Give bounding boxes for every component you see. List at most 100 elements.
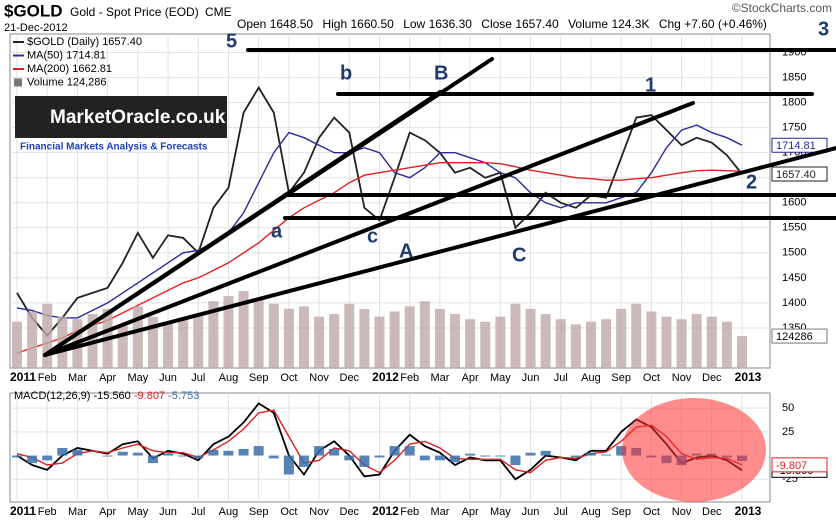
value: 124.3K — [611, 17, 649, 31]
histogram-bar — [268, 455, 279, 459]
volume-bar — [661, 316, 672, 368]
histogram-bar — [57, 447, 68, 456]
x-tick-label: Mar — [68, 506, 87, 518]
x-tick-label: May — [127, 372, 148, 384]
volume-bar — [495, 316, 506, 368]
wave-label: 1 — [645, 74, 656, 96]
label: Volume — [568, 17, 608, 31]
value: 1648.50 — [270, 17, 314, 31]
volume-bar — [465, 319, 476, 368]
histogram-bar — [616, 446, 627, 456]
volume-bar — [389, 311, 400, 368]
volume-bar — [238, 290, 249, 368]
volume-bar — [737, 336, 747, 368]
x-tick-label: Feb — [400, 506, 419, 518]
histogram-bar — [27, 455, 38, 464]
x-tick-label: Dec — [702, 372, 722, 384]
x-tick-label: Apr — [99, 372, 116, 384]
histogram-bar — [601, 454, 612, 456]
histogram-bar — [178, 455, 189, 457]
y-tick-label: 1400 — [782, 297, 806, 309]
x-tick-label: Jun — [522, 372, 540, 384]
exchange: CME — [205, 5, 232, 19]
volume-bar — [147, 316, 158, 368]
volume-bar — [404, 306, 415, 368]
legend-value: 1714.81 — [66, 49, 106, 61]
wave-label: b — [340, 62, 352, 84]
x-tick-label: Oct — [280, 372, 297, 384]
legend-entry: Volume 124,286 — [27, 76, 107, 88]
x-tick-label: Oct — [280, 506, 297, 518]
x-tick-label: 2011 — [10, 370, 36, 384]
volume-bar — [344, 303, 355, 368]
histogram-bar — [540, 450, 551, 456]
volume-bar — [329, 314, 340, 368]
volume-bar — [676, 319, 687, 368]
histogram-bar — [450, 455, 461, 463]
value-tag-label: 124286 — [776, 331, 813, 343]
legend-value: 124,286 — [67, 76, 107, 88]
histogram-bar — [163, 453, 174, 456]
x-tick-label: Nov — [672, 372, 692, 384]
x-tick-label: 2013 — [735, 504, 762, 518]
wave-label: B — [434, 62, 448, 84]
legend-value: -9.807 — [134, 390, 165, 402]
histogram-bar — [525, 452, 536, 456]
volume-bar — [450, 314, 461, 368]
x-tick-label: Apr — [462, 372, 479, 384]
x-tick-label: Feb — [38, 372, 57, 384]
x-tick-label: Nov — [309, 506, 329, 518]
volume-bar — [616, 308, 627, 368]
volume-bar — [585, 321, 596, 368]
wave-label: 3 — [818, 18, 829, 40]
y-tick-label: 1800 — [782, 97, 806, 109]
x-tick-label: Mar — [68, 372, 87, 384]
value-tag-label: 1714.81 — [776, 140, 816, 152]
x-tick-label: Nov — [672, 506, 692, 518]
x-tick-label: 2012 — [372, 370, 399, 384]
histogram-bar — [117, 451, 128, 456]
logo-title: MarketOracle.co.uk — [50, 107, 226, 128]
x-tick-label: Jul — [554, 506, 568, 518]
y-tick-label: 1500 — [782, 247, 806, 259]
x-tick-label: Sep — [249, 506, 269, 518]
x-tick-label: Feb — [38, 506, 57, 518]
legend-name: MA(50) — [27, 49, 63, 61]
volume-bar — [480, 321, 491, 368]
volume-bar — [601, 319, 612, 368]
trend-line — [43, 146, 836, 357]
series-line — [16, 409, 743, 474]
wave-label: a — [271, 220, 283, 242]
volume-bar — [298, 306, 309, 368]
value-tag — [771, 457, 828, 473]
macd-frame — [9, 392, 771, 503]
histogram-bar — [253, 446, 264, 456]
volume-bar — [434, 308, 445, 368]
histogram-bar — [419, 455, 430, 461]
histogram-bar — [193, 455, 204, 459]
volume-bar — [706, 316, 717, 368]
x-tick-label: Dec — [702, 506, 722, 518]
symbol: $GOLD — [4, 1, 63, 20]
histogram-bar — [238, 448, 249, 456]
wave-label: 2 — [746, 171, 757, 193]
wave-label: 5 — [226, 30, 237, 52]
label: Low — [403, 17, 425, 31]
legend-name: $GOLD (Daily) — [27, 36, 99, 48]
legend-value: -15.560 — [93, 390, 130, 402]
volume-bar — [540, 314, 551, 368]
histogram-bar — [42, 455, 53, 461]
histogram-bar — [147, 455, 158, 464]
histogram-bar — [223, 450, 234, 456]
x-tick-label: Oct — [643, 506, 660, 518]
volume-bar — [570, 324, 581, 368]
highlight — [622, 398, 766, 502]
x-tick-label: Aug — [219, 506, 239, 518]
histogram-bar — [465, 453, 476, 456]
histogram-bar — [329, 448, 340, 456]
volume-bar — [208, 301, 219, 368]
histogram-bar — [570, 455, 581, 458]
legend-entry: MA(200) 1662.81 — [27, 63, 112, 75]
trend-lines — [43, 48, 836, 357]
